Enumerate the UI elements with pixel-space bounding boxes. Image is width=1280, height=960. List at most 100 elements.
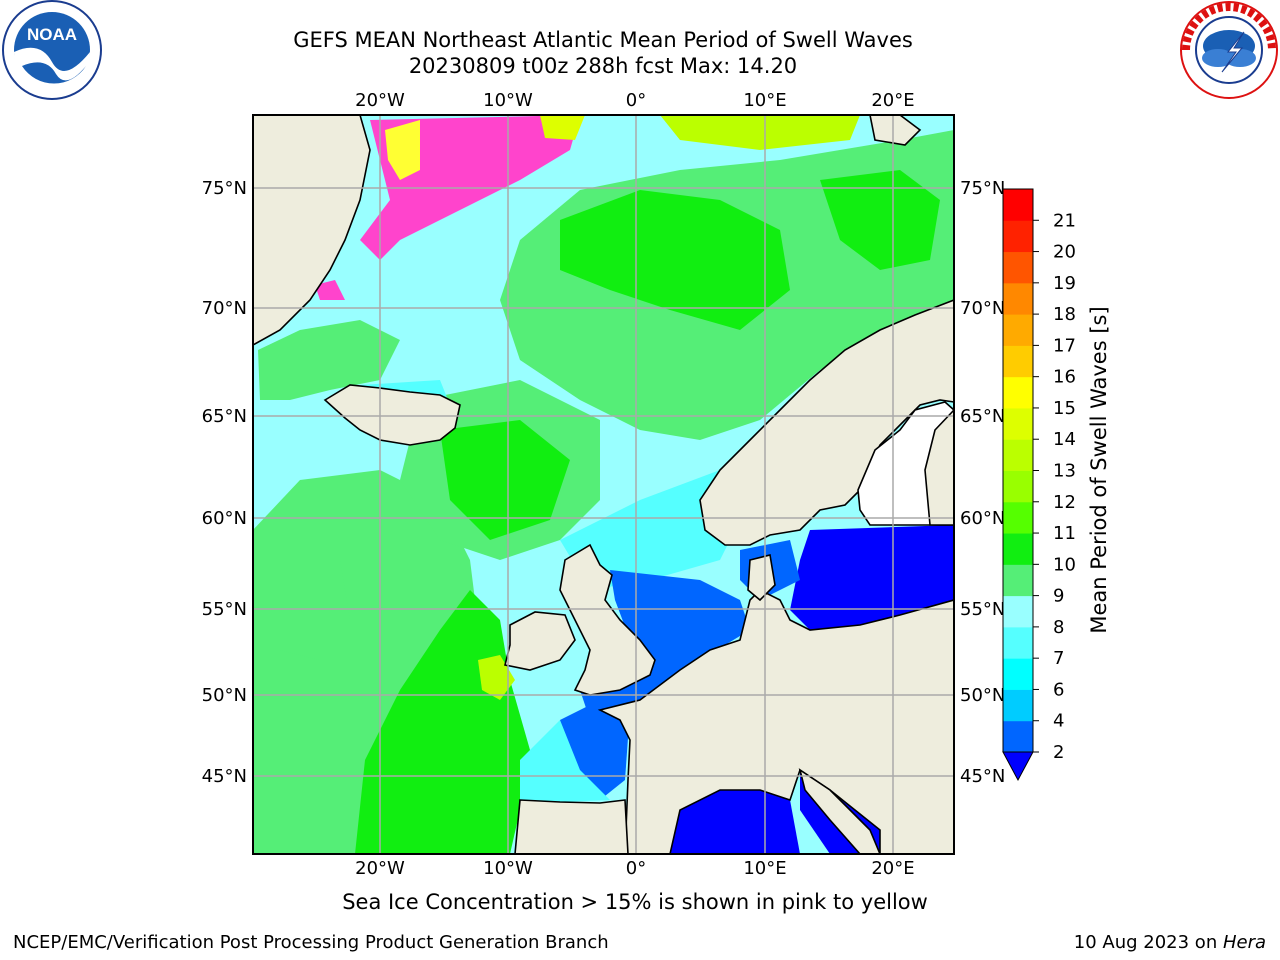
colorbar-segment xyxy=(1003,595,1033,628)
svalbard xyxy=(869,115,922,146)
denmark xyxy=(747,554,776,602)
lat-label-left: 50°N xyxy=(202,685,247,706)
colorbar-tick-label: 20 xyxy=(1053,242,1076,263)
period-band-9-10-iceland xyxy=(258,320,400,400)
sea-ice-east-greenland xyxy=(315,280,345,300)
chart-subtitle: 20230809 t00z 288h fcst Max: 14.20 xyxy=(408,54,798,78)
period-band-10-11-ne xyxy=(820,170,940,270)
map-area xyxy=(253,115,954,854)
colorbar-segment xyxy=(1003,439,1033,471)
lat-label-left: 45°N xyxy=(202,766,247,787)
colorbar-segment xyxy=(1003,345,1033,378)
colorbar-extend-arrow xyxy=(1002,751,1034,782)
run-date-text: 10 Aug 2023 on xyxy=(1073,932,1223,953)
colorbar-segment xyxy=(1003,220,1033,253)
period-band-12-13-top xyxy=(660,115,860,150)
period-band-9-10-west xyxy=(258,540,350,660)
colorbar-tick-label: 16 xyxy=(1053,367,1076,388)
lon-label-bottom: 20°E xyxy=(871,858,914,879)
chart-title: GEFS MEAN Northeast Atlantic Mean Period… xyxy=(293,28,913,52)
colorbar-tick-label: 18 xyxy=(1053,304,1076,325)
britain xyxy=(559,543,656,696)
map-frame xyxy=(252,114,955,855)
colorbar-segment xyxy=(1003,282,1033,315)
lat-label-right: 70°N xyxy=(960,298,1005,319)
iberia xyxy=(514,799,629,854)
lon-label-bottom: 0° xyxy=(626,858,646,879)
colorbar-segment xyxy=(1003,376,1033,409)
lat-label-left: 60°N xyxy=(202,508,247,529)
period-band-7-8-biscay xyxy=(520,720,610,802)
colorbar-segment xyxy=(1003,626,1033,659)
lat-label-left: 70°N xyxy=(202,298,247,319)
colorbar-segment xyxy=(1003,189,1033,221)
lat-label-right: 45°N xyxy=(960,766,1005,787)
lat-label-right: 55°N xyxy=(960,599,1005,620)
greenland xyxy=(253,115,371,346)
lon-labels-top: 20°W 10°W 0° 10°E 20°E xyxy=(355,90,914,111)
colorbar-segment xyxy=(1003,533,1033,565)
colorbar-segment xyxy=(1003,689,1033,722)
lon-label-bottom: 20°W xyxy=(355,858,405,879)
scandinavia xyxy=(699,299,954,546)
graticule xyxy=(253,115,954,854)
colorbar-tick-label: 11 xyxy=(1053,523,1076,544)
italy xyxy=(798,768,881,854)
lon-label-top: 0° xyxy=(626,90,646,111)
lat-label-left: 75°N xyxy=(202,178,247,199)
lon-label-bottom: 10°W xyxy=(483,858,533,879)
sea-ice-note: Sea Ice Concentration > 15% is shown in … xyxy=(342,890,928,914)
lon-label-top: 10°E xyxy=(743,90,786,111)
credit-line: NCEP/EMC/Verification Post Processing Pr… xyxy=(13,932,609,953)
colorbar-segment xyxy=(1003,658,1033,690)
period-band-10-11-sw xyxy=(355,590,530,854)
host-name: Hera xyxy=(1222,932,1266,953)
lon-label-top: 10°W xyxy=(483,90,533,111)
period-band-10-11-faroes xyxy=(440,420,570,540)
lat-label-right: 65°N xyxy=(960,406,1005,427)
lat-label-left: 65°N xyxy=(202,406,247,427)
colorbar-segment xyxy=(1003,407,1033,440)
finland xyxy=(924,408,954,526)
colorbar-tick-label: 15 xyxy=(1053,398,1076,419)
colorbar-label: Mean Period of Swell Waves [s] xyxy=(1087,306,1111,633)
lat-labels-left: 75°N 70°N 65°N 60°N 55°N 50°N 45°N xyxy=(202,178,247,787)
colorbar-tick-label: 19 xyxy=(1053,273,1076,294)
colorbar-tick-label: 8 xyxy=(1053,617,1064,638)
nws-logo xyxy=(1180,1,1278,99)
sea-ice-svalbard-edge xyxy=(540,115,585,140)
colorbar-tick-label: 21 xyxy=(1053,210,1076,231)
lon-label-bottom: 10°E xyxy=(743,858,786,879)
colorbar-tick-label: 6 xyxy=(1053,679,1064,700)
colorbar-segment xyxy=(1003,470,1033,503)
land xyxy=(253,115,954,854)
lon-labels-bottom: 20°W 10°W 0° 10°E 20°E xyxy=(355,858,914,879)
colorbar-tick-label: 2 xyxy=(1053,742,1064,763)
colorbar-tick-label: 9 xyxy=(1053,586,1064,607)
run-date: 10 Aug 2023 on Hera xyxy=(1074,932,1266,953)
colorbar-tick-label: 14 xyxy=(1053,429,1076,450)
colorbar-tick-label: 7 xyxy=(1053,648,1064,669)
sea-ice-high xyxy=(385,120,420,180)
colorbar-segment xyxy=(1003,251,1033,284)
colorbar-tick-label: 13 xyxy=(1053,461,1076,482)
lat-labels-right: 75°N 70°N 65°N 60°N 55°N 50°N 45°N xyxy=(960,178,1005,787)
short-period-mediterranean xyxy=(670,790,800,854)
lat-label-right: 60°N xyxy=(960,508,1005,529)
colorbar-segment xyxy=(1003,501,1033,534)
colorbar-tick-label: 4 xyxy=(1053,711,1064,732)
short-period-baltic xyxy=(790,525,954,630)
colorbar-segment xyxy=(1003,314,1033,346)
colorbar: 2 4 6 7 8 9 10 11 12 13 14 15 16 17 18 19 20 21 xyxy=(1002,188,1076,782)
colorbar-segment xyxy=(1003,720,1033,753)
colorbar-tick-label: 17 xyxy=(1053,335,1076,356)
lat-label-left: 55°N xyxy=(202,599,247,620)
colorbar-tick-label: 10 xyxy=(1053,554,1076,575)
noaa-logo-text: NOAA xyxy=(27,25,77,44)
lat-label-right: 50°N xyxy=(960,685,1005,706)
colorbar-tick-label: 12 xyxy=(1053,492,1076,513)
lon-label-top: 20°W xyxy=(355,90,405,111)
lon-label-top: 20°E xyxy=(871,90,914,111)
period-band-12-13 xyxy=(478,655,515,700)
noaa-logo: NOAA xyxy=(2,0,102,100)
